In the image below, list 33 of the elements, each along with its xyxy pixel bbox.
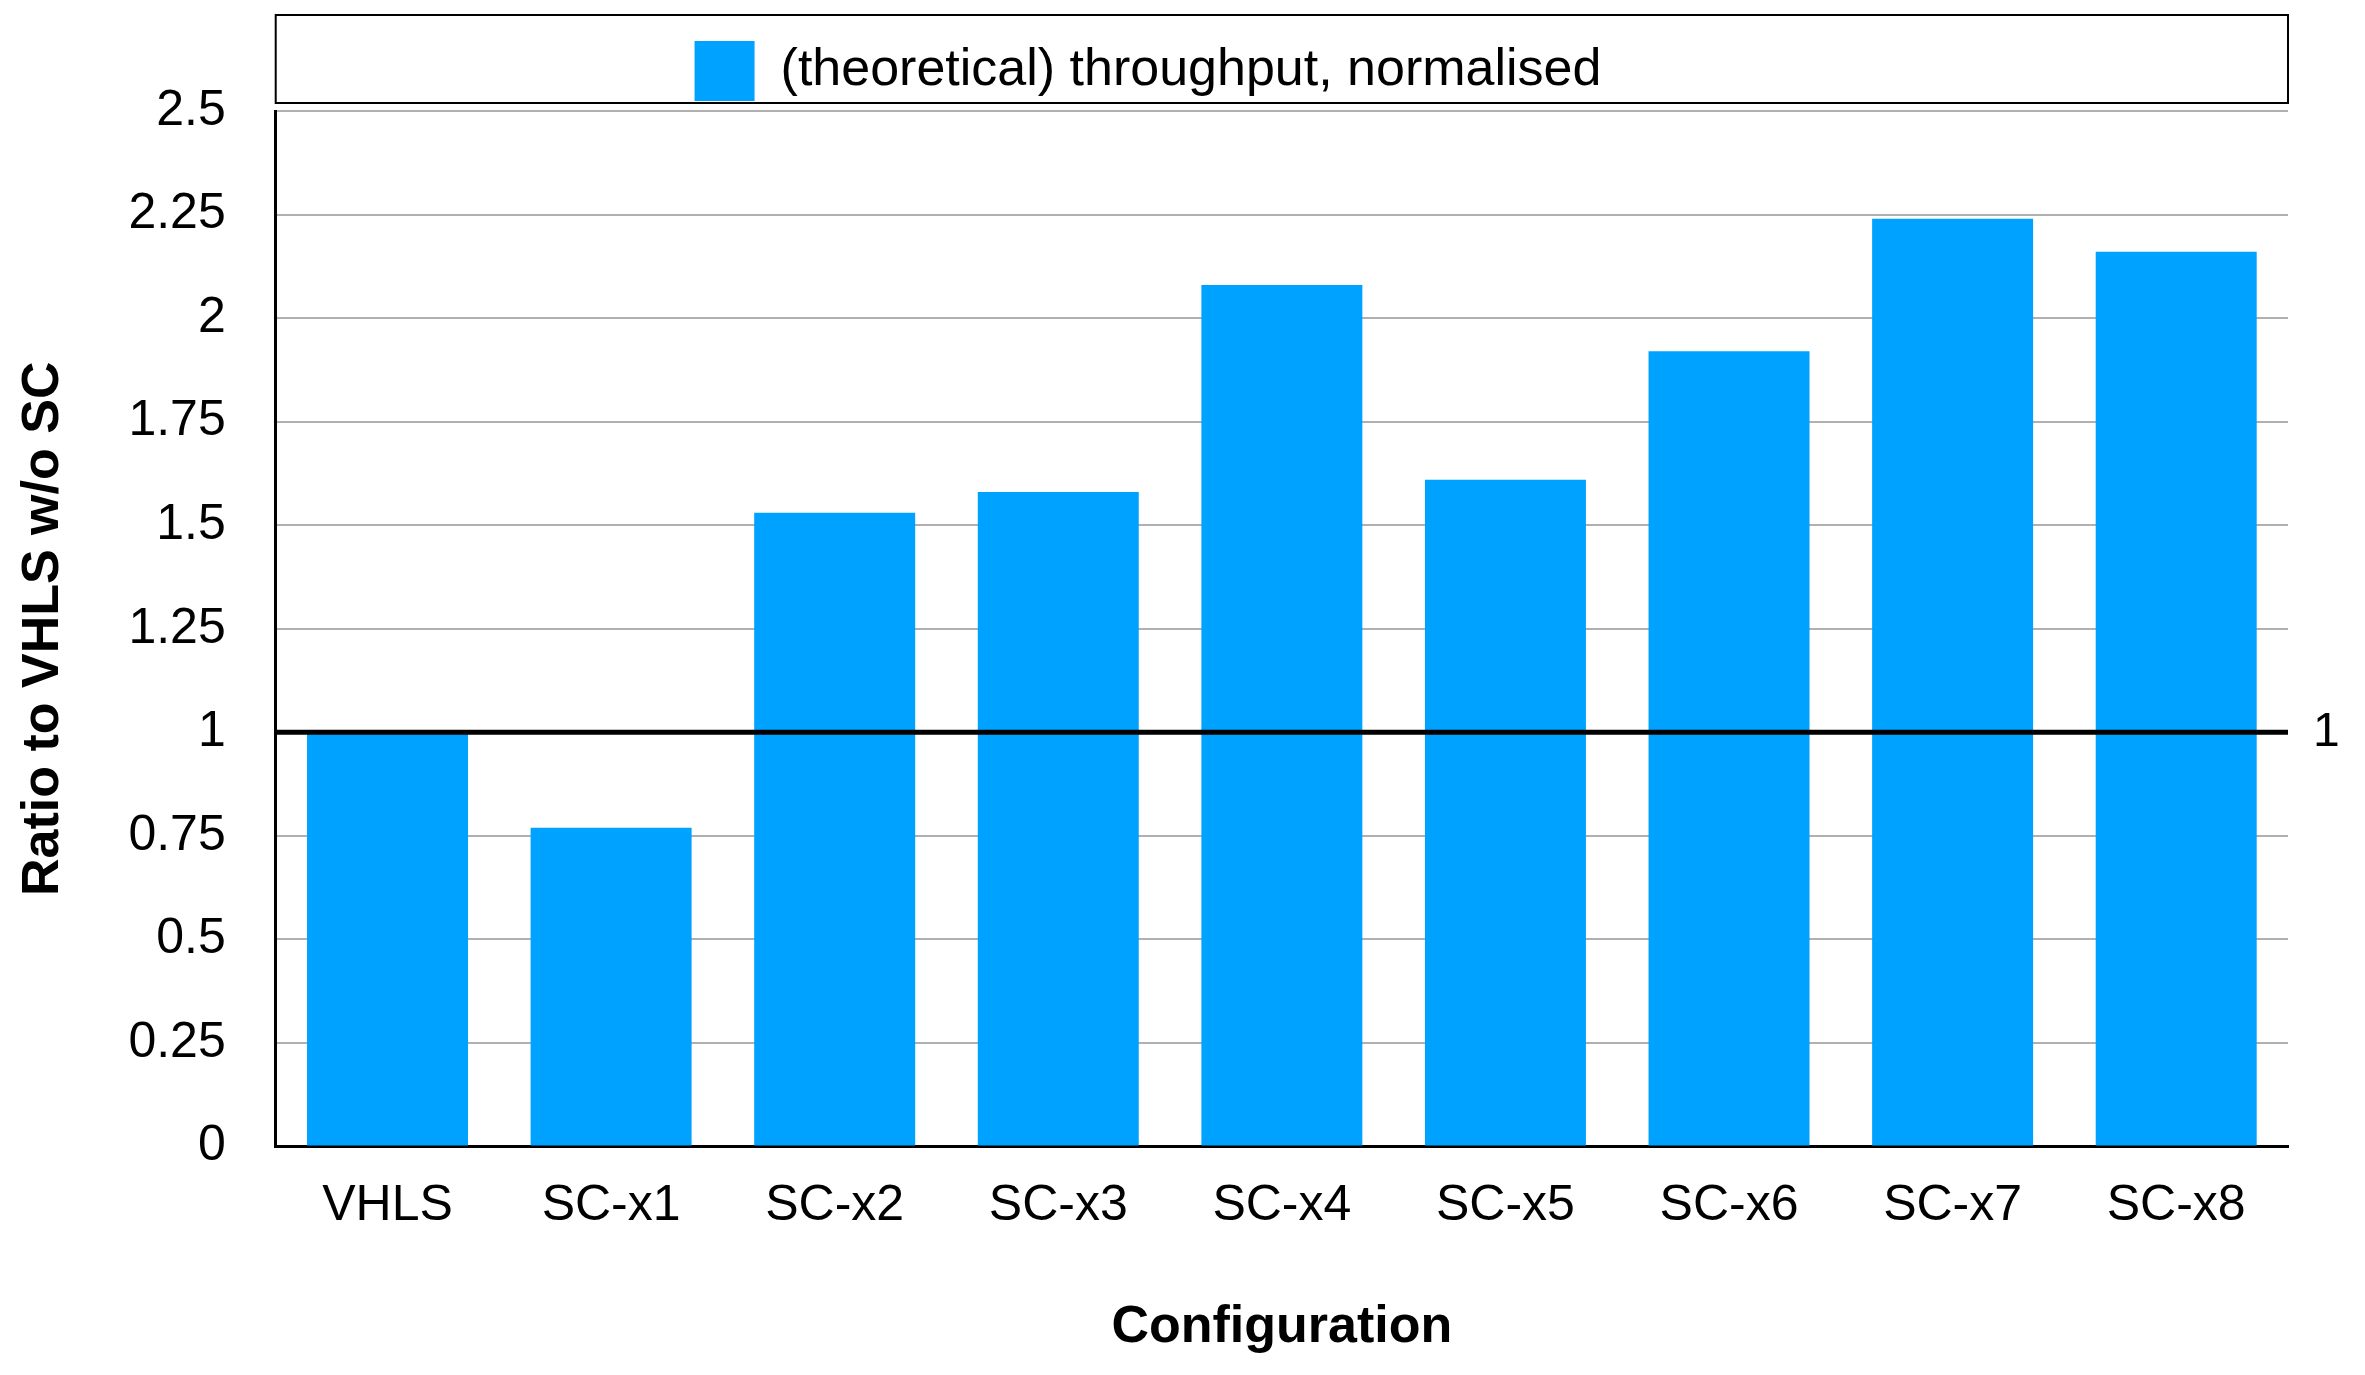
x-tick-label: SC-x5	[1435, 1175, 1575, 1232]
y-tick-label: 1	[197, 701, 226, 758]
y-tick-label: 1.75	[128, 390, 226, 447]
y-tick-label: 0.75	[128, 804, 226, 861]
y-tick-label: 2	[197, 286, 226, 343]
y-tick-label: 0.5	[156, 908, 226, 965]
x-tick-label: SC-x6	[1659, 1175, 1799, 1232]
bar	[1201, 284, 1363, 1146]
y-tick-label: 1.25	[128, 597, 226, 654]
bar	[977, 492, 1139, 1146]
x-tick-label: VHLS	[322, 1175, 453, 1232]
x-tick-label: SC-x1	[541, 1175, 681, 1232]
y-tick-label: 2.5	[156, 79, 226, 136]
bar	[1872, 218, 2034, 1146]
y-tick-label: 0	[197, 1115, 226, 1172]
y-tick-label: 0.25	[128, 1011, 226, 1068]
bar	[307, 732, 468, 1146]
bar	[530, 827, 692, 1146]
legend-label: (theoretical) throughput, normalised	[780, 38, 1602, 97]
y-axis-title: Ratio to VHLS w/o SC	[10, 361, 69, 897]
bar	[1648, 351, 1810, 1146]
x-tick-label: SC-x8	[2106, 1175, 2246, 1232]
x-tick-label: SC-x2	[765, 1175, 905, 1232]
ref-line-label: 1	[2313, 702, 2340, 756]
y-tick-label: 1.5	[156, 494, 226, 551]
y-tick-label: 2.25	[128, 183, 226, 240]
x-tick-label: SC-x4	[1212, 1175, 1352, 1232]
x-tick-label: SC-x3	[988, 1175, 1128, 1232]
x-axis-title: Configuration	[1111, 1295, 1453, 1354]
bar	[2095, 251, 2257, 1146]
bar	[754, 512, 916, 1146]
x-tick-label: SC-x7	[1883, 1175, 2023, 1232]
bar	[1424, 479, 1586, 1146]
